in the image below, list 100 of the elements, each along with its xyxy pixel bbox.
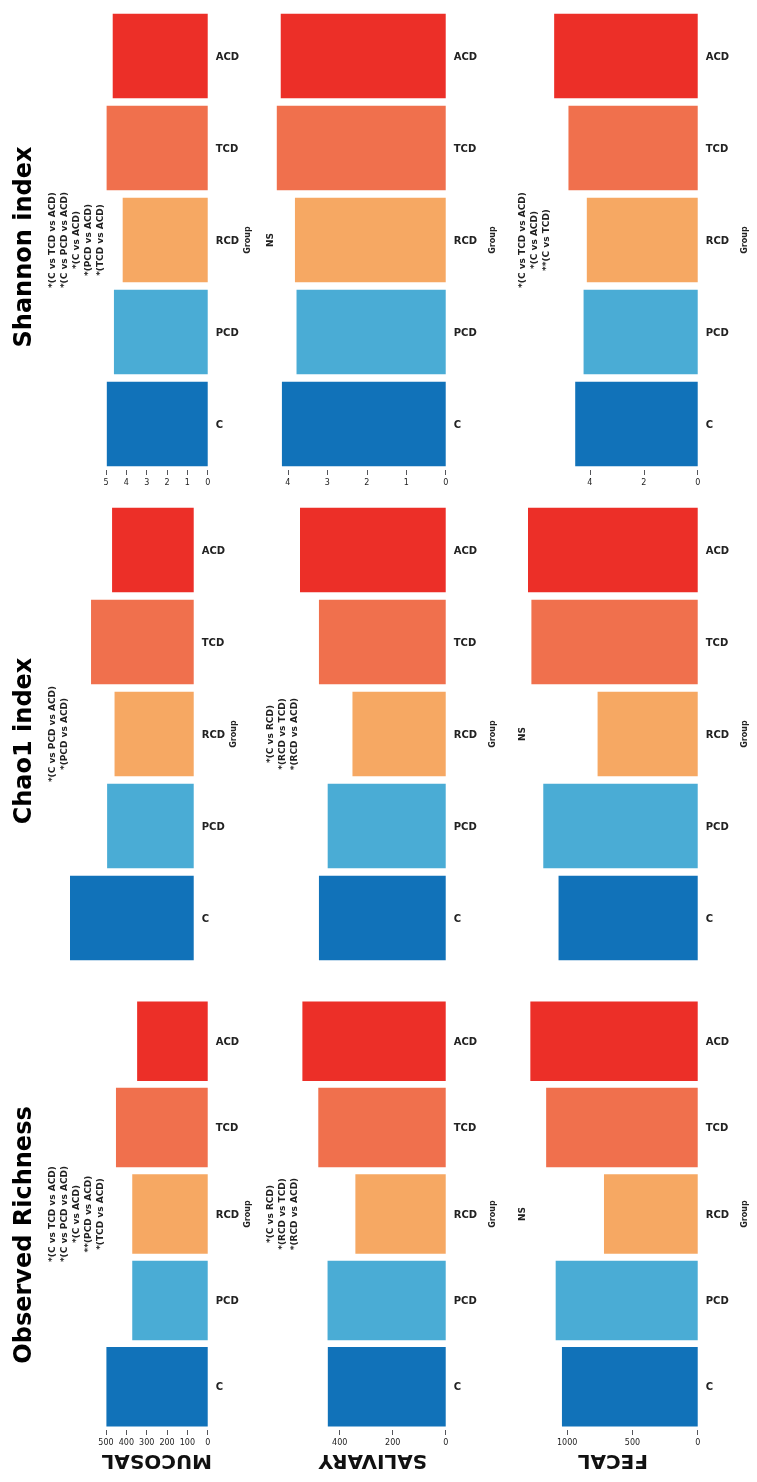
x-tick-label: 200 [385,1437,401,1447]
x-tick-label: 0 [695,477,701,487]
y-tick-label: PCD [215,326,239,338]
y-tick-label: ACD [453,544,478,556]
y-tick-label: PCD [453,1294,477,1306]
y-axis-title: Group [739,1200,749,1228]
x-tick-label: 4 [285,477,291,487]
bar [115,1087,208,1168]
bar [122,197,208,283]
y-axis-title: Group [739,226,749,254]
bar [355,1174,446,1254]
bar [597,691,698,777]
text: *(TCD vs ACD) [95,204,105,276]
bar [70,875,194,961]
y-tick-label: ACD [201,544,226,556]
bar [327,1260,446,1341]
text: *(TCD vs ACD) [95,1178,105,1250]
y-tick-label: RCD [453,728,478,740]
text: *(RCD vs ACD) [289,1177,299,1251]
x-tick-label: 3 [144,477,150,487]
text: *(C vs RCD) [265,1184,275,1244]
y-tick-label: RCD [705,1208,730,1220]
y-tick-label: ACD [705,50,730,62]
y-tick-label: ACD [215,1035,240,1047]
bar [554,13,698,99]
bar [106,381,208,467]
x-tick-label: 100 [179,1437,196,1447]
text: *(C vs ACD) [71,210,81,270]
bar [318,875,446,961]
text: *(PCD vs ACD) [59,697,69,771]
y-axis-title: Group [487,226,497,254]
y-tick-label: RCD [453,234,478,246]
bar [106,1347,208,1427]
bar [555,1260,698,1341]
bar [568,105,698,191]
bar [137,1001,208,1081]
bar [302,1001,446,1081]
bar [327,783,446,869]
x-tick-label: 300 [139,1437,155,1447]
text: *(C vs RCD) [265,704,275,764]
bar [318,1087,446,1168]
y-tick-label: RCD [705,728,730,740]
y-tick-label: C [453,418,462,430]
text: *(C vs PCD vs ACD) [59,1165,69,1263]
text: NS [517,726,527,742]
y-tick-label: TCD [453,142,477,154]
x-tick-label: 200 [159,1437,175,1447]
y-tick-label: TCD [705,1122,729,1134]
bar [528,507,698,593]
x-tick-label: 1 [184,477,190,487]
y-tick-label: C [215,418,224,430]
text: **(C vs TCD) [541,209,551,271]
text: Observed Richness [9,1106,37,1364]
bar [603,1174,698,1254]
y-axis-title: Group [487,1200,497,1228]
y-tick-label: PCD [201,820,225,832]
x-tick-label: 0 [205,477,211,487]
y-axis-title: Group [739,720,749,748]
bar [531,599,698,685]
text: NS [265,232,275,248]
x-tick-label: 3 [324,477,330,487]
y-tick-label: TCD [215,1122,239,1134]
bar [132,1174,208,1254]
y-tick-label: PCD [705,1294,729,1306]
x-axis-title: MUCOSAL [101,1450,213,1474]
text: *(C vs TCD vs ACD) [517,192,527,288]
y-tick-label: RCD [453,1208,478,1220]
bar [352,691,446,777]
y-tick-label: TCD [705,636,729,648]
bar [296,289,446,375]
y-tick-label: RCD [215,234,240,246]
text: *(C vs TCD vs ACD) [47,1166,57,1262]
x-tick-label: 1000 [556,1437,578,1447]
y-tick-label: ACD [705,1035,730,1047]
bar [113,289,208,375]
y-tick-label: TCD [453,1122,477,1134]
text: *(C vs ACD) [71,1184,81,1244]
x-tick-label: 0 [695,1437,701,1447]
y-tick-label: ACD [453,1035,478,1047]
text: *(RCD vs ACD) [289,697,299,771]
text: *(PCD vs ACD) [83,203,93,277]
text: **(PCD vs ACD) [83,1175,93,1253]
bar [112,13,208,99]
x-tick-label: 400 [118,1437,134,1447]
x-tick-label: 2 [364,477,370,487]
bar [530,1001,698,1081]
y-tick-label: ACD [453,50,478,62]
x-tick-label: 4 [123,477,129,487]
y-tick-label: PCD [453,820,477,832]
text: *(RCD vs TCD) [277,1178,287,1250]
x-tick-label: 2 [164,477,170,487]
y-tick-label: RCD [201,728,226,740]
y-tick-label: PCD [705,820,729,832]
bar [281,381,446,467]
y-tick-label: ACD [705,544,730,556]
bar [276,105,446,191]
bar [280,13,446,99]
y-tick-label: C [453,1381,462,1393]
bar [318,599,446,685]
bar [543,783,698,869]
